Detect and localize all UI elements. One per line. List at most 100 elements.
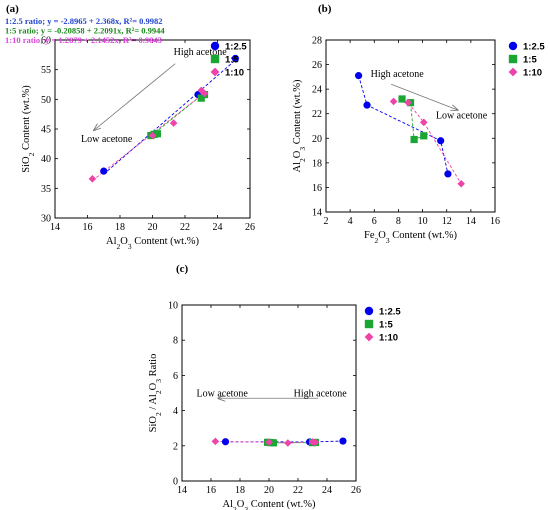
panel-b-ytick-label: 14 [312, 208, 322, 219]
panel-c-annotation-0: Low acetone [197, 389, 249, 400]
panel-a-legend-label-1:10: 1:10 [225, 68, 244, 79]
panel-a-legend-label-1:5: 1:5 [225, 55, 239, 66]
panel-c-xtick-label: 18 [235, 485, 245, 496]
panel-a-legend-marker-1:10 [210, 67, 220, 77]
panel-b-point-1:10 [419, 118, 428, 127]
panel-c-letter: (c) [176, 263, 189, 275]
panel-b-trend-arrow [391, 83, 457, 110]
panel-b-point-1:2.5 [437, 137, 445, 145]
panel-a-legend-label-1:2.5: 1:2.5 [225, 42, 247, 53]
panel-b-point-1:2.5 [444, 170, 452, 178]
panel-b-point-1:10 [404, 98, 412, 107]
panel-c-legend-label-1:10: 1:10 [379, 333, 398, 344]
panel-b-series-line-1:2.5 [358, 75, 449, 175]
panel-b-ylabel: Al2O3 Content (wt.%) [292, 79, 307, 172]
panel-b-ytick-label: 28 [312, 36, 322, 47]
panel-b-legend-label-1:10: 1:10 [523, 68, 542, 79]
panel-a-ytick-label: 55 [41, 65, 51, 76]
panel-a-point-1:2.5 [231, 54, 239, 62]
panel-b-ytick-label: 18 [312, 158, 322, 169]
panel-c-ytick-label: 8 [173, 336, 178, 347]
panel-c-point-1:10 [211, 437, 220, 446]
panel-b-xtick-label: 14 [466, 216, 476, 227]
panel-c-ytick-label: 6 [173, 371, 178, 382]
panel-a-xtick-label: 22 [180, 222, 190, 233]
panel-c-legend-marker-1:2.5 [364, 306, 374, 316]
panel-a-point-1:5 [153, 130, 161, 138]
panel-a-point-1:10 [148, 131, 157, 140]
panel-c-legend-marker-1:5 [364, 319, 374, 329]
panel-a-ytick-label: 40 [41, 154, 51, 165]
panel-a-xtick-label: 26 [245, 222, 255, 233]
panel-a-point-1:10 [88, 175, 97, 183]
panel-b-point-1:2.5 [363, 101, 371, 109]
panel-a-equation-0: 1:2.5 ratio; y = -2.8965 + 2.368x, R²= 0… [5, 16, 163, 26]
panel-c-legend-marker-1:10 [364, 332, 374, 342]
panel-b-xtick-label: 10 [418, 216, 428, 227]
panel-c-point-1:2.5 [339, 437, 347, 445]
panel-a-xtick-label: 18 [115, 222, 125, 233]
panel-b-legend-marker-1:5 [508, 54, 518, 64]
panel-a-fit-line-1:2.5 [103, 59, 236, 175]
panel-c-point-1:5 [269, 439, 277, 447]
panel-b-xtick-label: 8 [396, 216, 401, 227]
panel-b-letter: (b) [318, 3, 332, 15]
panel-a-point-1:2.5 [100, 167, 108, 175]
panel-b-xtick-label: 2 [324, 216, 329, 227]
panel-a-frame [54, 39, 251, 219]
panel-c-xtick-label: 22 [293, 485, 303, 496]
panel-c-ytick-label: 4 [173, 406, 178, 417]
panel-a-letter: (a) [6, 3, 19, 15]
panel-b-point-1:10 [457, 179, 465, 188]
panel-a-legend-marker-1:2.5 [210, 41, 220, 51]
panel-c-xtick-label: 24 [322, 485, 332, 496]
panel-a-xtick-label: 14 [50, 222, 60, 233]
panel-b-legend-label-1:2.5: 1:2.5 [523, 42, 545, 53]
panel-b-annotation-0: High acetone [371, 69, 425, 80]
panel-c-annotation-1: High acetone [294, 389, 348, 400]
panel-b-ytick-label: 20 [312, 134, 322, 145]
panel-a-ytick-label: 35 [41, 184, 51, 195]
panel-a-legend-marker-1:5 [210, 54, 220, 64]
panel-a-equation-2: 1:10 ratio; y = 1.2879 + 2.1452x, R²= 0.… [5, 35, 162, 45]
panel-b-series-line-1:5 [401, 98, 424, 141]
panel-c-xtick-label: 20 [264, 485, 274, 496]
panel-c-series-line-1:2.5 [225, 440, 343, 443]
panel-b-annotation-1: Low acetone [436, 111, 488, 122]
panel-c-xtick-label: 26 [351, 485, 361, 496]
panel-b-point-1:5 [420, 132, 428, 140]
panel-b-point-1:5 [398, 95, 406, 103]
panel-a-point-1:10 [200, 89, 209, 98]
panel-a-annotation-0: High acetone [174, 47, 228, 58]
panel-a-annotation-1: Low acetone [81, 134, 133, 145]
panel-c-ytick-label: 0 [173, 477, 178, 488]
panel-a-ytick-label: 45 [41, 125, 51, 136]
panel-c-point-1:10 [284, 439, 292, 447]
panel-b-ytick-label: 16 [312, 183, 322, 194]
panel-c-ylabel: SiO2 / Al2O3 Ratio [148, 354, 163, 433]
panel-c-legend: 1:2.5 1:5 1:10 [364, 306, 401, 344]
panel-b-ytick-label: 22 [312, 109, 322, 120]
panel-c-point-1:2.5 [221, 438, 230, 446]
panel-b-point-1:5 [410, 135, 418, 144]
panel-c-legend-label-1:5: 1:5 [379, 320, 393, 331]
panel-b-xlabel: Fe2O3 Content (wt.%) [364, 230, 457, 245]
panel-b-xtick-label: 6 [372, 216, 377, 227]
panel-a-ytick-label: 30 [41, 214, 51, 225]
panel-b-legend-marker-1:2.5 [508, 41, 518, 51]
panel-c-xtick-label: 16 [206, 485, 216, 496]
panel-c-legend-label-1:2.5: 1:2.5 [379, 307, 401, 318]
panel-b-ytick-label: 24 [312, 85, 322, 96]
panel-a-ytick-label: 60 [41, 36, 51, 47]
panel-c-ytick-label: 10 [168, 301, 178, 312]
panel-a-legend: 1:2.5 1:5 1:10 [210, 41, 247, 79]
panel-b-point-1:2.5 [354, 72, 363, 80]
panel-b-legend: 1:2.5 1:5 1:10 [508, 41, 545, 79]
panel-b-xtick-label: 16 [490, 216, 500, 227]
panel-b-xtick-label: 4 [348, 216, 353, 227]
panel-a-xlabel: Al2O3 Content (wt.%) [106, 236, 199, 251]
panel-b-point-1:10 [389, 97, 398, 106]
